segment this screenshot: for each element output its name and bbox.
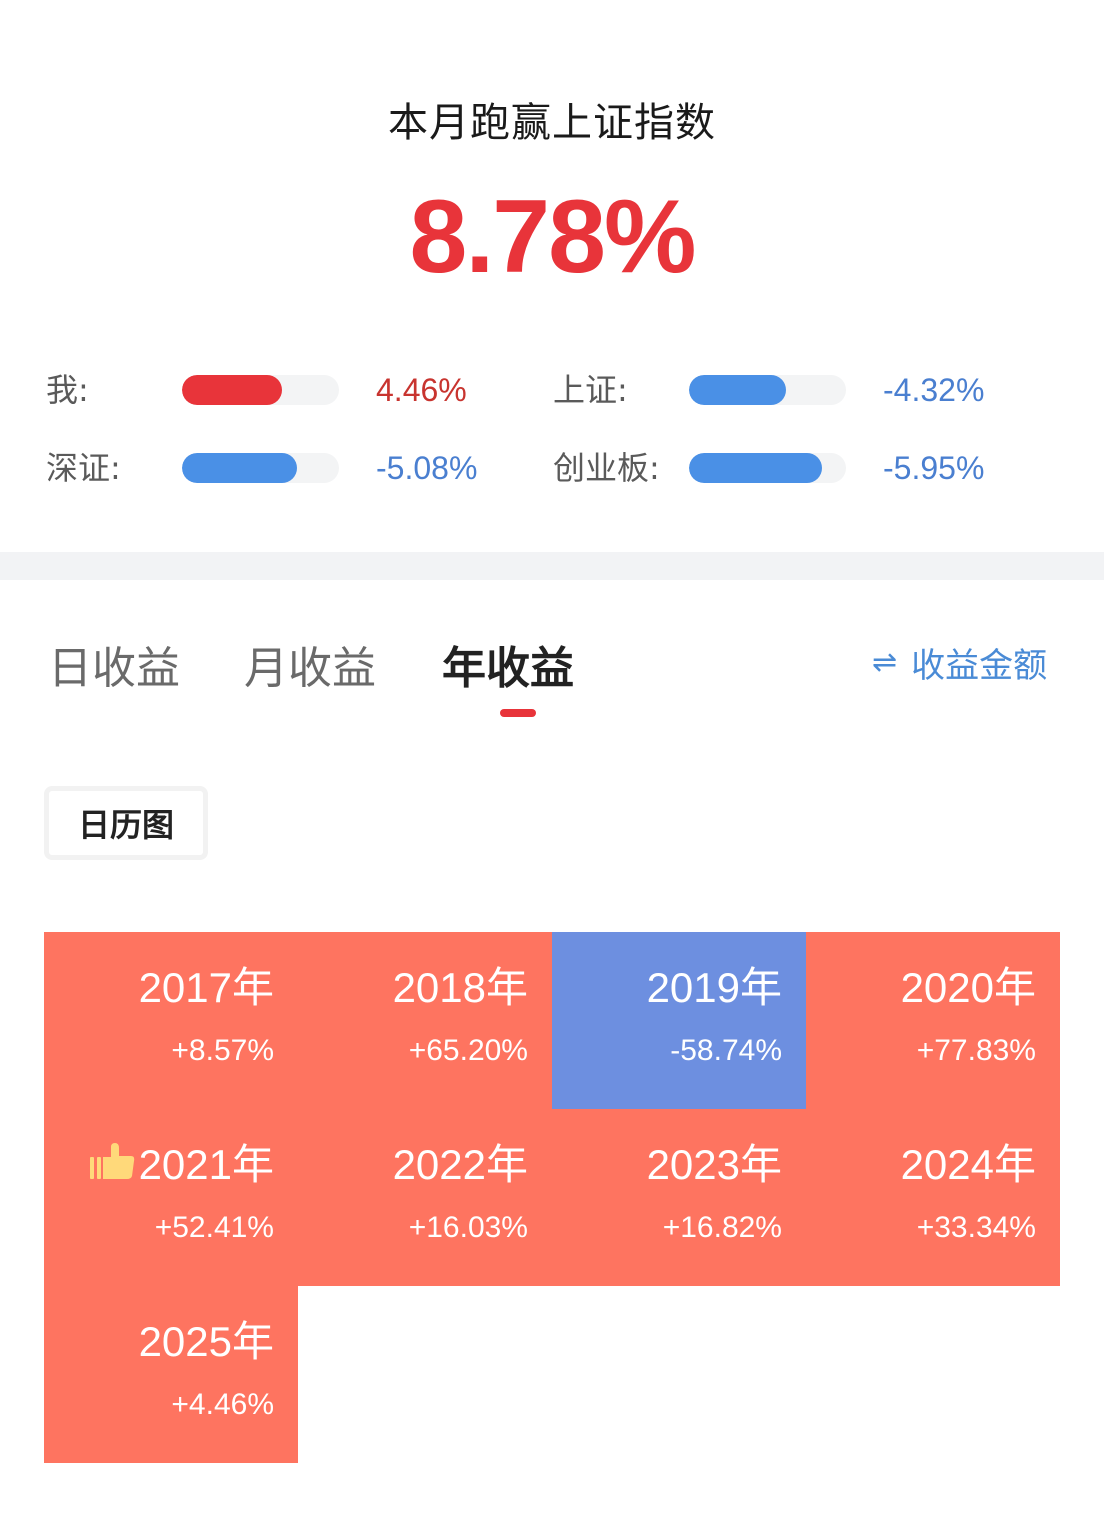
year-label: 2018年 (392, 964, 528, 1011)
toggle-amount-button[interactable]: ⇌ 收益金额 (872, 638, 1047, 687)
compare-value: 4.46% (376, 372, 467, 408)
year-return: +16.82% (662, 1211, 782, 1244)
calendar-view-button[interactable]: 日历图 (44, 786, 208, 860)
compare-label: 深证: (46, 449, 121, 487)
compare-label: 创业板: (553, 449, 660, 487)
year-return: +52.41% (154, 1211, 274, 1244)
compare-row-me: 我: 4.46% (46, 370, 526, 410)
compare-bar-track (182, 375, 339, 405)
year-label: 2025年 (138, 1318, 274, 1365)
year-label: 2019年 (646, 964, 782, 1011)
compare-bar-track (689, 375, 846, 405)
compare-label: 我: (46, 371, 89, 409)
year-cell[interactable]: 2023年 +16.82% (552, 1109, 806, 1286)
compare-row-shenzhen: 深证: -5.08% (46, 448, 526, 488)
year-return: +16.03% (408, 1211, 528, 1244)
compare-row-shanghai: 上证: -4.32% (553, 370, 1033, 410)
compare-value: -4.32% (883, 372, 985, 408)
year-return: +8.57% (171, 1034, 274, 1067)
section-divider (0, 552, 1104, 580)
compare-bar-track (689, 453, 846, 483)
year-return: +4.46% (171, 1388, 274, 1421)
year-return: +65.20% (408, 1034, 528, 1067)
monthly-summary: 本月跑赢上证指数 8.78% 我: 4.46% 上证: -4.32% 深证: -… (0, 0, 1104, 552)
compare-value: -5.08% (376, 450, 478, 486)
year-cell[interactable]: 2025年 +4.46% (44, 1286, 298, 1463)
tab-yearly-returns[interactable]: 年收益 (442, 643, 574, 694)
compare-bar-fill (689, 453, 823, 483)
year-cell[interactable]: 2017年 +8.57% (44, 932, 298, 1109)
year-label: 2020年 (900, 964, 1036, 1011)
year-return: +77.83% (916, 1034, 1036, 1067)
compare-value: -5.95% (883, 450, 985, 486)
year-label: 2023年 (646, 1141, 782, 1188)
compare-bar-fill (182, 375, 283, 405)
outperform-value: 8.78% (409, 179, 697, 295)
year-cell[interactable]: 2019年 -58.74% (552, 932, 806, 1109)
year-cell[interactable]: 2022年 +16.03% (298, 1109, 552, 1286)
tab-monthly-returns[interactable]: 月收益 (244, 643, 376, 694)
swap-arrows-icon: ⇌ (872, 645, 898, 680)
year-cell[interactable]: 2018年 +65.20% (298, 932, 552, 1109)
year-cell[interactable]: 2024年 +33.34% (806, 1109, 1060, 1286)
returns-tabs: 日收益 月收益 年收益 ⇌ 收益金额 (0, 580, 1104, 740)
year-label: 2024年 (900, 1141, 1036, 1188)
year-label: 2017年 (138, 964, 274, 1011)
active-tab-indicator (500, 709, 536, 717)
year-return: +33.34% (916, 1211, 1036, 1244)
compare-bar-fill (182, 453, 297, 483)
toggle-amount-label: 收益金额 (911, 646, 1048, 686)
year-cell[interactable]: 2020年 +77.83% (806, 932, 1060, 1109)
year-label: 2022年 (392, 1141, 528, 1188)
year-return: -58.74% (670, 1034, 782, 1067)
thumbs-up-icon (89, 1142, 135, 1181)
tab-daily-returns[interactable]: 日收益 (48, 643, 180, 694)
compare-bar-fill (689, 375, 787, 405)
year-cell[interactable]: 2021年 +52.41% (44, 1109, 298, 1286)
compare-bar-track (182, 453, 339, 483)
compare-label: 上证: (553, 371, 628, 409)
compare-row-chinext: 创业板: -5.95% (553, 448, 1033, 488)
year-label: 2021年 (138, 1141, 274, 1188)
summary-title: 本月跑赢上证指数 (388, 100, 716, 146)
